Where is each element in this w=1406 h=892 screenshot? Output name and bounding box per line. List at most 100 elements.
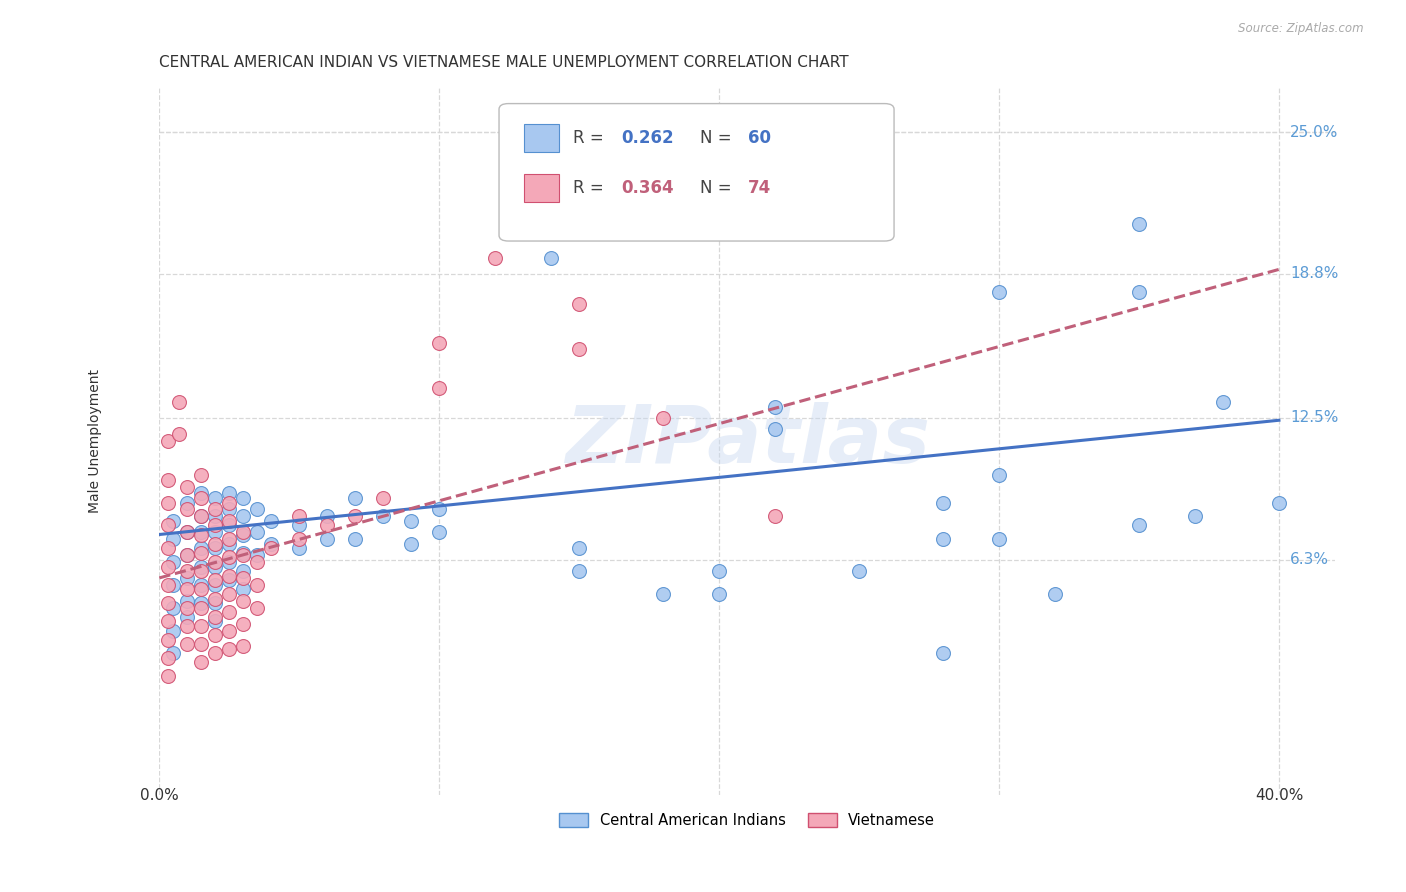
Point (190, 527, 212, 541)
Point (218, 532, 240, 546)
Point (176, 479, 198, 493)
Point (156, 651, 179, 665)
Point (176, 564, 198, 578)
Point (204, 525, 226, 540)
Text: 6.3%: 6.3% (1291, 552, 1329, 567)
Point (162, 600, 184, 615)
Point (399, 536, 422, 550)
Point (156, 578, 179, 592)
Text: 0.262: 0.262 (621, 129, 673, 147)
Point (988, 532, 1011, 546)
Point (707, 564, 730, 578)
Point (204, 573, 226, 587)
Point (288, 518, 311, 533)
Point (288, 532, 311, 546)
Point (156, 559, 179, 574)
Point (484, 251, 506, 265)
Point (232, 509, 254, 524)
Text: Source: ZipAtlas.com: Source: ZipAtlas.com (1239, 22, 1364, 36)
Point (156, 434, 179, 448)
Text: N =: N = (700, 129, 737, 147)
Point (1184, 509, 1206, 524)
Text: 0.0%: 0.0% (139, 789, 179, 803)
Point (427, 335, 450, 350)
Point (1128, 217, 1150, 231)
Point (344, 532, 367, 546)
Point (156, 518, 179, 533)
Point (176, 548, 198, 562)
Point (176, 594, 198, 608)
Point (232, 527, 254, 541)
Point (156, 615, 179, 629)
Text: R =: R = (574, 129, 609, 147)
Point (167, 395, 190, 409)
Point (176, 637, 198, 651)
Point (512, 194, 534, 208)
Point (190, 546, 212, 560)
Point (1212, 395, 1234, 409)
Point (162, 532, 184, 546)
Point (763, 509, 786, 524)
Point (204, 555, 226, 569)
Point (568, 564, 591, 578)
Point (232, 525, 254, 540)
Point (204, 596, 226, 610)
Point (260, 514, 283, 528)
Point (427, 525, 450, 540)
Point (427, 502, 450, 516)
Point (218, 555, 240, 569)
Text: Male Unemployment: Male Unemployment (87, 368, 101, 513)
Point (568, 343, 591, 357)
Point (156, 473, 179, 487)
Bar (523, 174, 560, 202)
Point (204, 502, 226, 516)
Point (176, 525, 198, 540)
Point (190, 491, 212, 505)
Point (190, 468, 212, 483)
Point (167, 427, 190, 442)
Point (204, 609, 226, 624)
Point (176, 582, 198, 597)
Point (316, 509, 339, 524)
FancyBboxPatch shape (499, 103, 894, 241)
Point (218, 518, 240, 533)
Point (176, 548, 198, 562)
Point (190, 486, 212, 500)
Text: CENTRAL AMERICAN INDIAN VS VIETNAMESE MALE UNEMPLOYMENT CORRELATION CHART: CENTRAL AMERICAN INDIAN VS VIETNAMESE MA… (159, 55, 849, 70)
Point (176, 502, 198, 516)
Point (932, 532, 955, 546)
Bar (523, 124, 560, 153)
Point (204, 491, 226, 505)
Point (763, 422, 786, 436)
Point (232, 594, 254, 608)
Point (232, 640, 254, 654)
Point (218, 536, 240, 550)
Point (246, 502, 269, 516)
Point (288, 509, 311, 524)
Point (204, 541, 226, 556)
Point (176, 495, 198, 509)
Point (246, 578, 269, 592)
Point (204, 559, 226, 574)
Point (190, 600, 212, 615)
Point (260, 541, 283, 556)
Point (568, 541, 591, 556)
Point (427, 381, 450, 395)
Text: 25.0%: 25.0% (1291, 125, 1339, 140)
Point (652, 587, 675, 601)
Point (190, 541, 212, 556)
Point (316, 518, 339, 533)
Point (246, 525, 269, 540)
Point (190, 619, 212, 633)
Point (190, 559, 212, 574)
Point (707, 587, 730, 601)
Text: 18.8%: 18.8% (1291, 267, 1339, 282)
Point (932, 646, 955, 660)
Legend: Central American Indians, Vietnamese: Central American Indians, Vietnamese (553, 807, 941, 834)
Text: ZIPatlas: ZIPatlas (565, 401, 929, 480)
Point (190, 564, 212, 578)
Point (232, 548, 254, 562)
Text: 74: 74 (748, 179, 772, 197)
Point (218, 587, 240, 601)
Point (232, 582, 254, 597)
